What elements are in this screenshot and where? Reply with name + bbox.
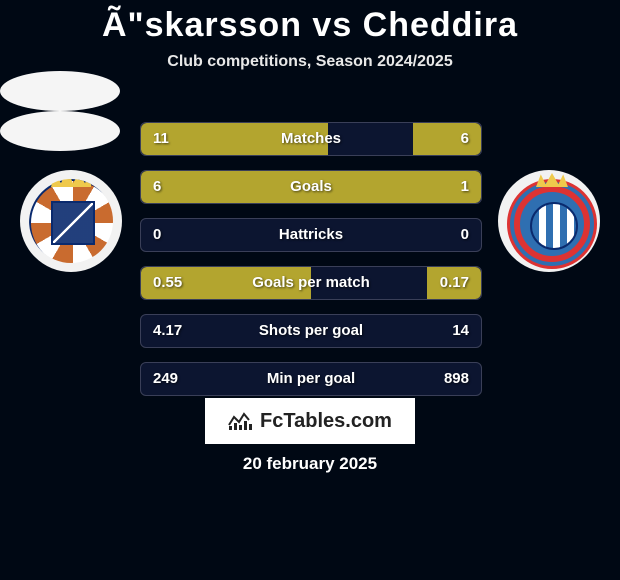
stat-label: Goals per match xyxy=(141,267,481,299)
crown-icon xyxy=(51,179,91,187)
stat-row: 4.17 Shots per goal 14 xyxy=(140,314,482,348)
stat-value-right: 14 xyxy=(452,315,469,347)
flag-icon xyxy=(51,201,95,245)
stat-value-right: 898 xyxy=(444,363,469,395)
stat-row: 0 Hattricks 0 xyxy=(140,218,482,252)
left-team-shadow xyxy=(0,71,120,111)
right-team-shadow xyxy=(0,111,120,151)
page-title: Ã"skarsson vs Cheddira xyxy=(0,0,620,45)
espanyol-badge xyxy=(507,179,597,269)
stat-label: Goals xyxy=(141,171,481,203)
real-sociedad-badge xyxy=(29,179,113,263)
left-team-logo xyxy=(20,170,122,272)
date-label: 20 february 2025 xyxy=(0,454,620,474)
stat-row: 0.55 Goals per match 0.17 xyxy=(140,266,482,300)
right-team-logo xyxy=(498,170,600,272)
stat-row: 11 Matches 6 xyxy=(140,122,482,156)
subtitle: Club competitions, Season 2024/2025 xyxy=(0,53,620,71)
stat-row: 6 Goals 1 xyxy=(140,170,482,204)
stat-label: Matches xyxy=(141,123,481,155)
stat-label: Min per goal xyxy=(141,363,481,395)
fctables-link[interactable]: FcTables.com xyxy=(205,398,415,444)
stat-value-right: 6 xyxy=(461,123,469,155)
chart-icon xyxy=(228,411,254,431)
stat-label: Shots per goal xyxy=(141,315,481,347)
comparison-widget: Ã"skarsson vs Cheddira Club competitions… xyxy=(0,0,620,580)
stats-bars: 11 Matches 6 6 Goals 1 0 Hattricks 0 0.5… xyxy=(140,122,480,410)
stat-value-right: 0.17 xyxy=(440,267,469,299)
stat-value-right: 0 xyxy=(461,219,469,251)
brand-text: FcTables.com xyxy=(260,410,392,433)
stat-value-right: 1 xyxy=(461,171,469,203)
stat-row: 249 Min per goal 898 xyxy=(140,362,482,396)
crown-icon xyxy=(536,173,568,187)
stat-label: Hattricks xyxy=(141,219,481,251)
stripes-icon xyxy=(530,202,578,250)
